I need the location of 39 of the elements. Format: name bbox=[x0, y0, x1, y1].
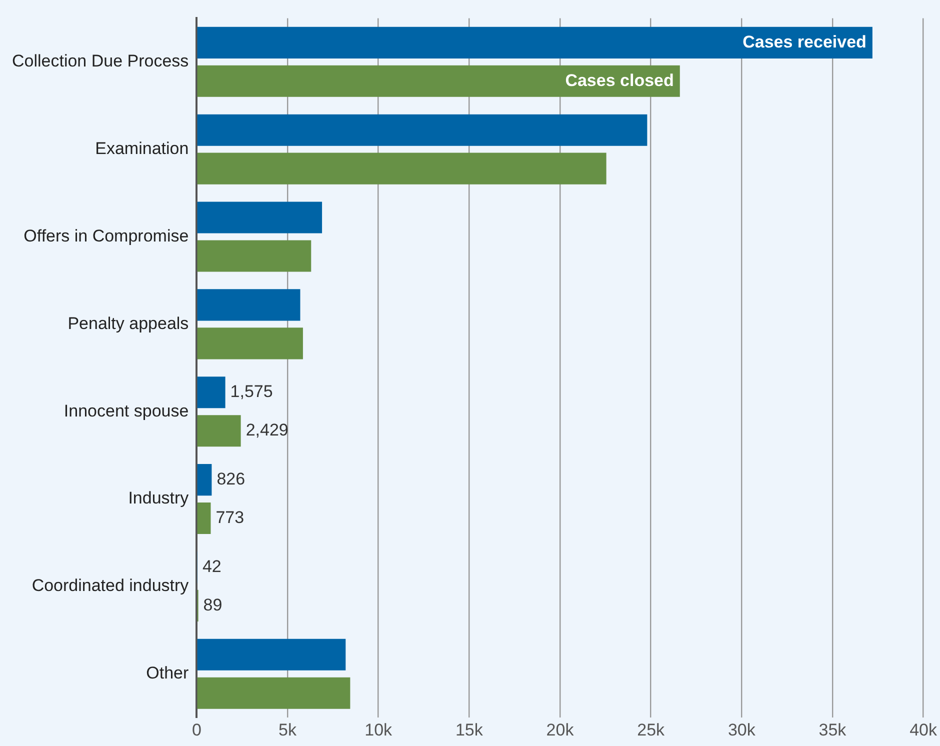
x-tick-label: 20k bbox=[546, 720, 574, 740]
data-label: 42 bbox=[202, 556, 222, 576]
bar bbox=[197, 202, 322, 234]
data-label: 773 bbox=[216, 508, 244, 527]
bar bbox=[197, 502, 211, 534]
bar bbox=[197, 638, 346, 670]
bar bbox=[197, 152, 606, 184]
y-tick-label: Other bbox=[146, 664, 190, 683]
bar bbox=[197, 376, 226, 408]
x-tick-label: 25k bbox=[637, 720, 666, 740]
bar bbox=[197, 26, 872, 58]
x-tick-label: 5k bbox=[278, 720, 297, 740]
y-tick-label: Industry bbox=[128, 488, 190, 508]
series-label: Cases closed bbox=[565, 70, 674, 90]
y-tick-label: Innocent spouse bbox=[64, 401, 189, 420]
bar bbox=[197, 65, 680, 97]
x-tick-label: 35k bbox=[818, 720, 847, 740]
bar bbox=[197, 464, 212, 496]
bar bbox=[197, 677, 350, 709]
y-tick-label: Examination bbox=[95, 139, 189, 158]
x-tick-label: 0 bbox=[192, 720, 202, 740]
data-label: 2,429 bbox=[246, 420, 288, 440]
bar bbox=[197, 328, 303, 360]
data-label: 1,575 bbox=[230, 382, 273, 402]
bar bbox=[197, 415, 241, 447]
y-tick-label: Penalty appeals bbox=[68, 314, 189, 333]
bar bbox=[197, 114, 648, 146]
data-label: 826 bbox=[216, 469, 246, 488]
x-tick-label: 10k bbox=[364, 720, 393, 740]
x-tick-label: 15k bbox=[455, 720, 484, 740]
x-tick-label: 40k bbox=[910, 720, 938, 740]
y-tick-label: Coordinated industry bbox=[32, 576, 190, 596]
y-tick-label: Offers in Compromise bbox=[24, 226, 189, 246]
series-label: Cases received bbox=[742, 32, 866, 52]
data-label: 89 bbox=[203, 595, 222, 614]
x-tick-label: 30k bbox=[728, 720, 756, 740]
bar bbox=[197, 289, 300, 321]
y-tick-label: Collection Due Process bbox=[12, 52, 189, 71]
bar bbox=[197, 240, 312, 272]
